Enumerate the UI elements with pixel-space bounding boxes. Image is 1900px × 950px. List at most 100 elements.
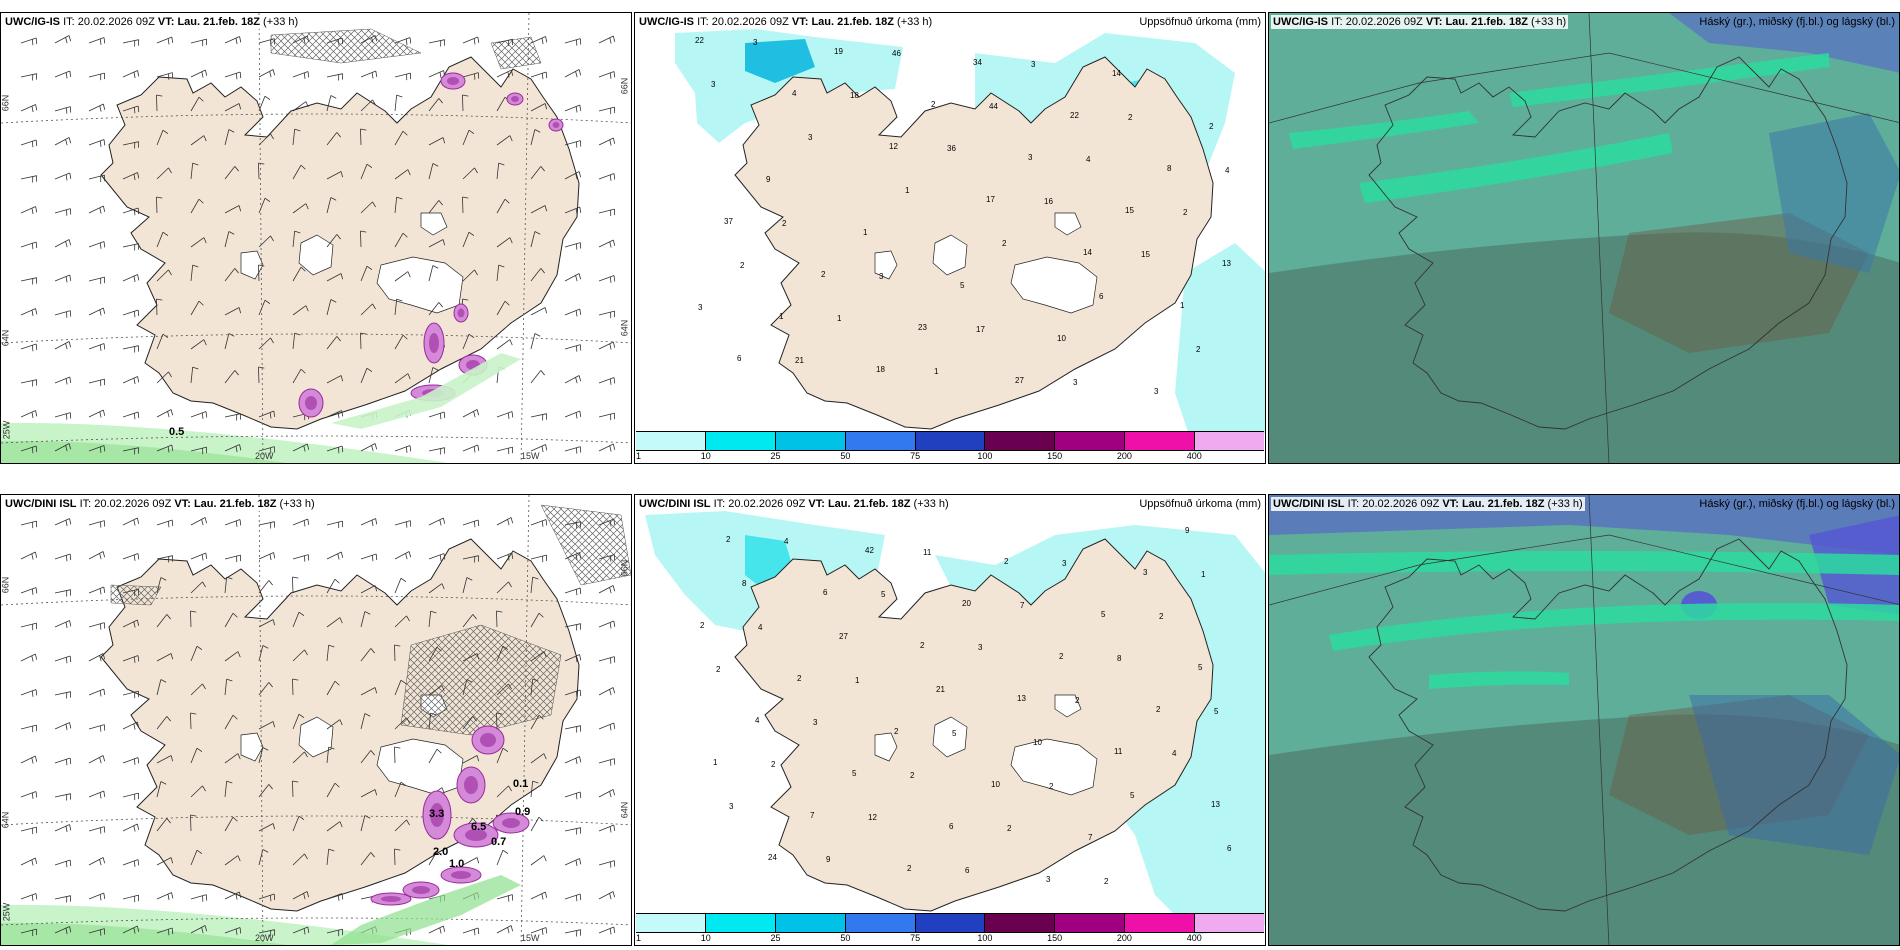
- colorbar-swatch: [1055, 432, 1126, 450]
- precip-value: 23: [918, 323, 927, 332]
- precip-value: 3: [879, 272, 884, 281]
- precip-value: 10: [1057, 334, 1066, 343]
- precip-value: 1: [837, 314, 842, 323]
- precip-value: 2: [700, 621, 705, 630]
- right-lat-label-66n: 66N: [619, 559, 630, 577]
- precip-value: 7: [810, 811, 815, 820]
- colorbar-tick: 50: [840, 933, 851, 943]
- precip-value: 11: [1114, 747, 1123, 756]
- lat-label-25w: 25W: [1, 420, 12, 440]
- precip-value: 8: [1167, 164, 1172, 173]
- precip-value: 2: [1209, 122, 1214, 131]
- precip-value: 2: [726, 535, 731, 544]
- right-lat-label-66n: 66N: [619, 77, 630, 95]
- lon-label-20w: 20W: [255, 933, 274, 943]
- colorbar-tick: 75: [910, 933, 921, 943]
- precip-value: 3: [1031, 60, 1036, 69]
- wind-panel-value: 2.0: [433, 846, 448, 858]
- precip-value: 1: [863, 228, 868, 237]
- colorbar-swatch: [985, 432, 1056, 450]
- colorbar-tick: 50: [840, 451, 851, 461]
- colorbar-swatch: [1195, 914, 1265, 932]
- precip-value: 6: [1099, 292, 1104, 301]
- panel-header: UWC/DINI ISL IT: 20.02.2026 09Z VT: Lau.…: [637, 497, 951, 511]
- precip-value: 6: [1227, 844, 1232, 853]
- lat-label-66n: 66N: [0, 576, 11, 594]
- colorbar-tick: 1: [636, 451, 642, 461]
- precip-value: 2: [1002, 239, 1007, 248]
- precip-value: 3: [729, 802, 734, 811]
- cloud-map: [1269, 495, 1899, 945]
- right-lat-label-64n: 64N: [619, 801, 630, 819]
- precip-value: 7: [1088, 833, 1093, 842]
- precip-value: 10: [991, 780, 1000, 789]
- precip-value: 2: [894, 727, 899, 736]
- precip-value: 2: [1075, 696, 1080, 705]
- precip-value: 3: [1143, 568, 1148, 577]
- lon-label-20w: 20W: [255, 451, 274, 461]
- colorbar-swatch: [845, 432, 916, 450]
- precip-value: 2: [920, 641, 925, 650]
- colorbar-tick: 100: [977, 933, 993, 943]
- precip-value: 5: [1130, 791, 1135, 800]
- lat-label-64n: 64N: [0, 329, 11, 347]
- precip-value: 3: [1073, 378, 1078, 387]
- wind-panel-value: 0.5: [169, 426, 184, 438]
- precip-value: 4: [1225, 166, 1230, 175]
- colorbar-tick: 400: [1186, 933, 1202, 943]
- precip-value: 21: [936, 685, 945, 694]
- precip-value: 13: [1211, 800, 1220, 809]
- colorbar-swatch: [915, 914, 986, 932]
- right-lat-label-64n: 64N: [619, 319, 630, 337]
- precip-value: 20: [962, 599, 971, 608]
- precip-value: 2: [1049, 782, 1054, 791]
- colorbar-tick: 10: [700, 451, 711, 461]
- panel-header: UWC/DINI ISL IT: 20.02.2026 09Z VT: Lau.…: [3, 497, 317, 511]
- precip-value: 9: [826, 855, 831, 864]
- precip-value: 1: [1201, 570, 1206, 579]
- lon-label-15w: 15W: [521, 451, 540, 461]
- precip-value: 12: [889, 142, 898, 151]
- precip-value: 2: [931, 100, 936, 109]
- precip-title: Uppsöfnuð úrkoma (mm): [1139, 498, 1261, 510]
- precip-value: 4: [1172, 749, 1177, 758]
- precip-value: 24: [768, 853, 777, 862]
- precip-value: 15: [1141, 250, 1150, 259]
- precip-value: 3: [1046, 875, 1051, 884]
- precip-value: 22: [695, 36, 704, 45]
- precip-value: 12: [868, 813, 877, 822]
- precip-map: 2241217141619231513118342283722327142915…: [675, 29, 1265, 453]
- precip-value: 1: [779, 312, 784, 321]
- precip-value: 21: [795, 356, 804, 365]
- precip-value: 2: [782, 219, 787, 228]
- precip-value: 4: [792, 89, 797, 98]
- precip-value: 6: [737, 354, 742, 363]
- precip-value: 3: [1028, 153, 1033, 162]
- precip-value: 9: [766, 175, 771, 184]
- cloud-title: Háský (gr.), miðský (fj.bl.) og lágský (…: [1699, 498, 1895, 510]
- precip-value: 1: [934, 367, 939, 376]
- precip-value: 8: [1117, 654, 1122, 663]
- precip-value: 6: [823, 588, 828, 597]
- panel-header: UWC/IG-IS IT: 20.02.2026 09Z VT: Lau. 21…: [1271, 15, 1569, 29]
- precip-value: 2: [1004, 557, 1009, 566]
- precip-value: 34: [973, 58, 982, 67]
- precip-value: 7: [1020, 601, 1025, 610]
- precip-value: 14: [1112, 69, 1121, 78]
- colorbar-swatch: [705, 914, 776, 932]
- colorbar-swatch: [1195, 432, 1265, 450]
- precip-value: 27: [1015, 376, 1024, 385]
- precip-value: 11: [923, 548, 932, 557]
- precip-value: 15: [1125, 206, 1134, 215]
- precip-value: 18: [850, 91, 859, 100]
- precip-value: 2: [1007, 824, 1012, 833]
- precip-value: 2: [1183, 208, 1188, 217]
- colorbar-tick: 400: [1186, 451, 1202, 461]
- colorbar-ticks: 1 10 25 50 75 100 150 200 400: [636, 451, 1264, 463]
- panel-row1-wind: UWC/IG-IS IT: 20.02.2026 09Z VT: Lau. 21…: [0, 12, 632, 464]
- panel-row1-cloud: UWC/IG-IS IT: 20.02.2026 09Z VT: Lau. 21…: [1268, 12, 1900, 464]
- colorbar-swatch: [1125, 432, 1196, 450]
- colorbar-tick: 25: [770, 933, 781, 943]
- colorbar-swatch: [1125, 914, 1196, 932]
- colorbar-tick: 10: [700, 933, 711, 943]
